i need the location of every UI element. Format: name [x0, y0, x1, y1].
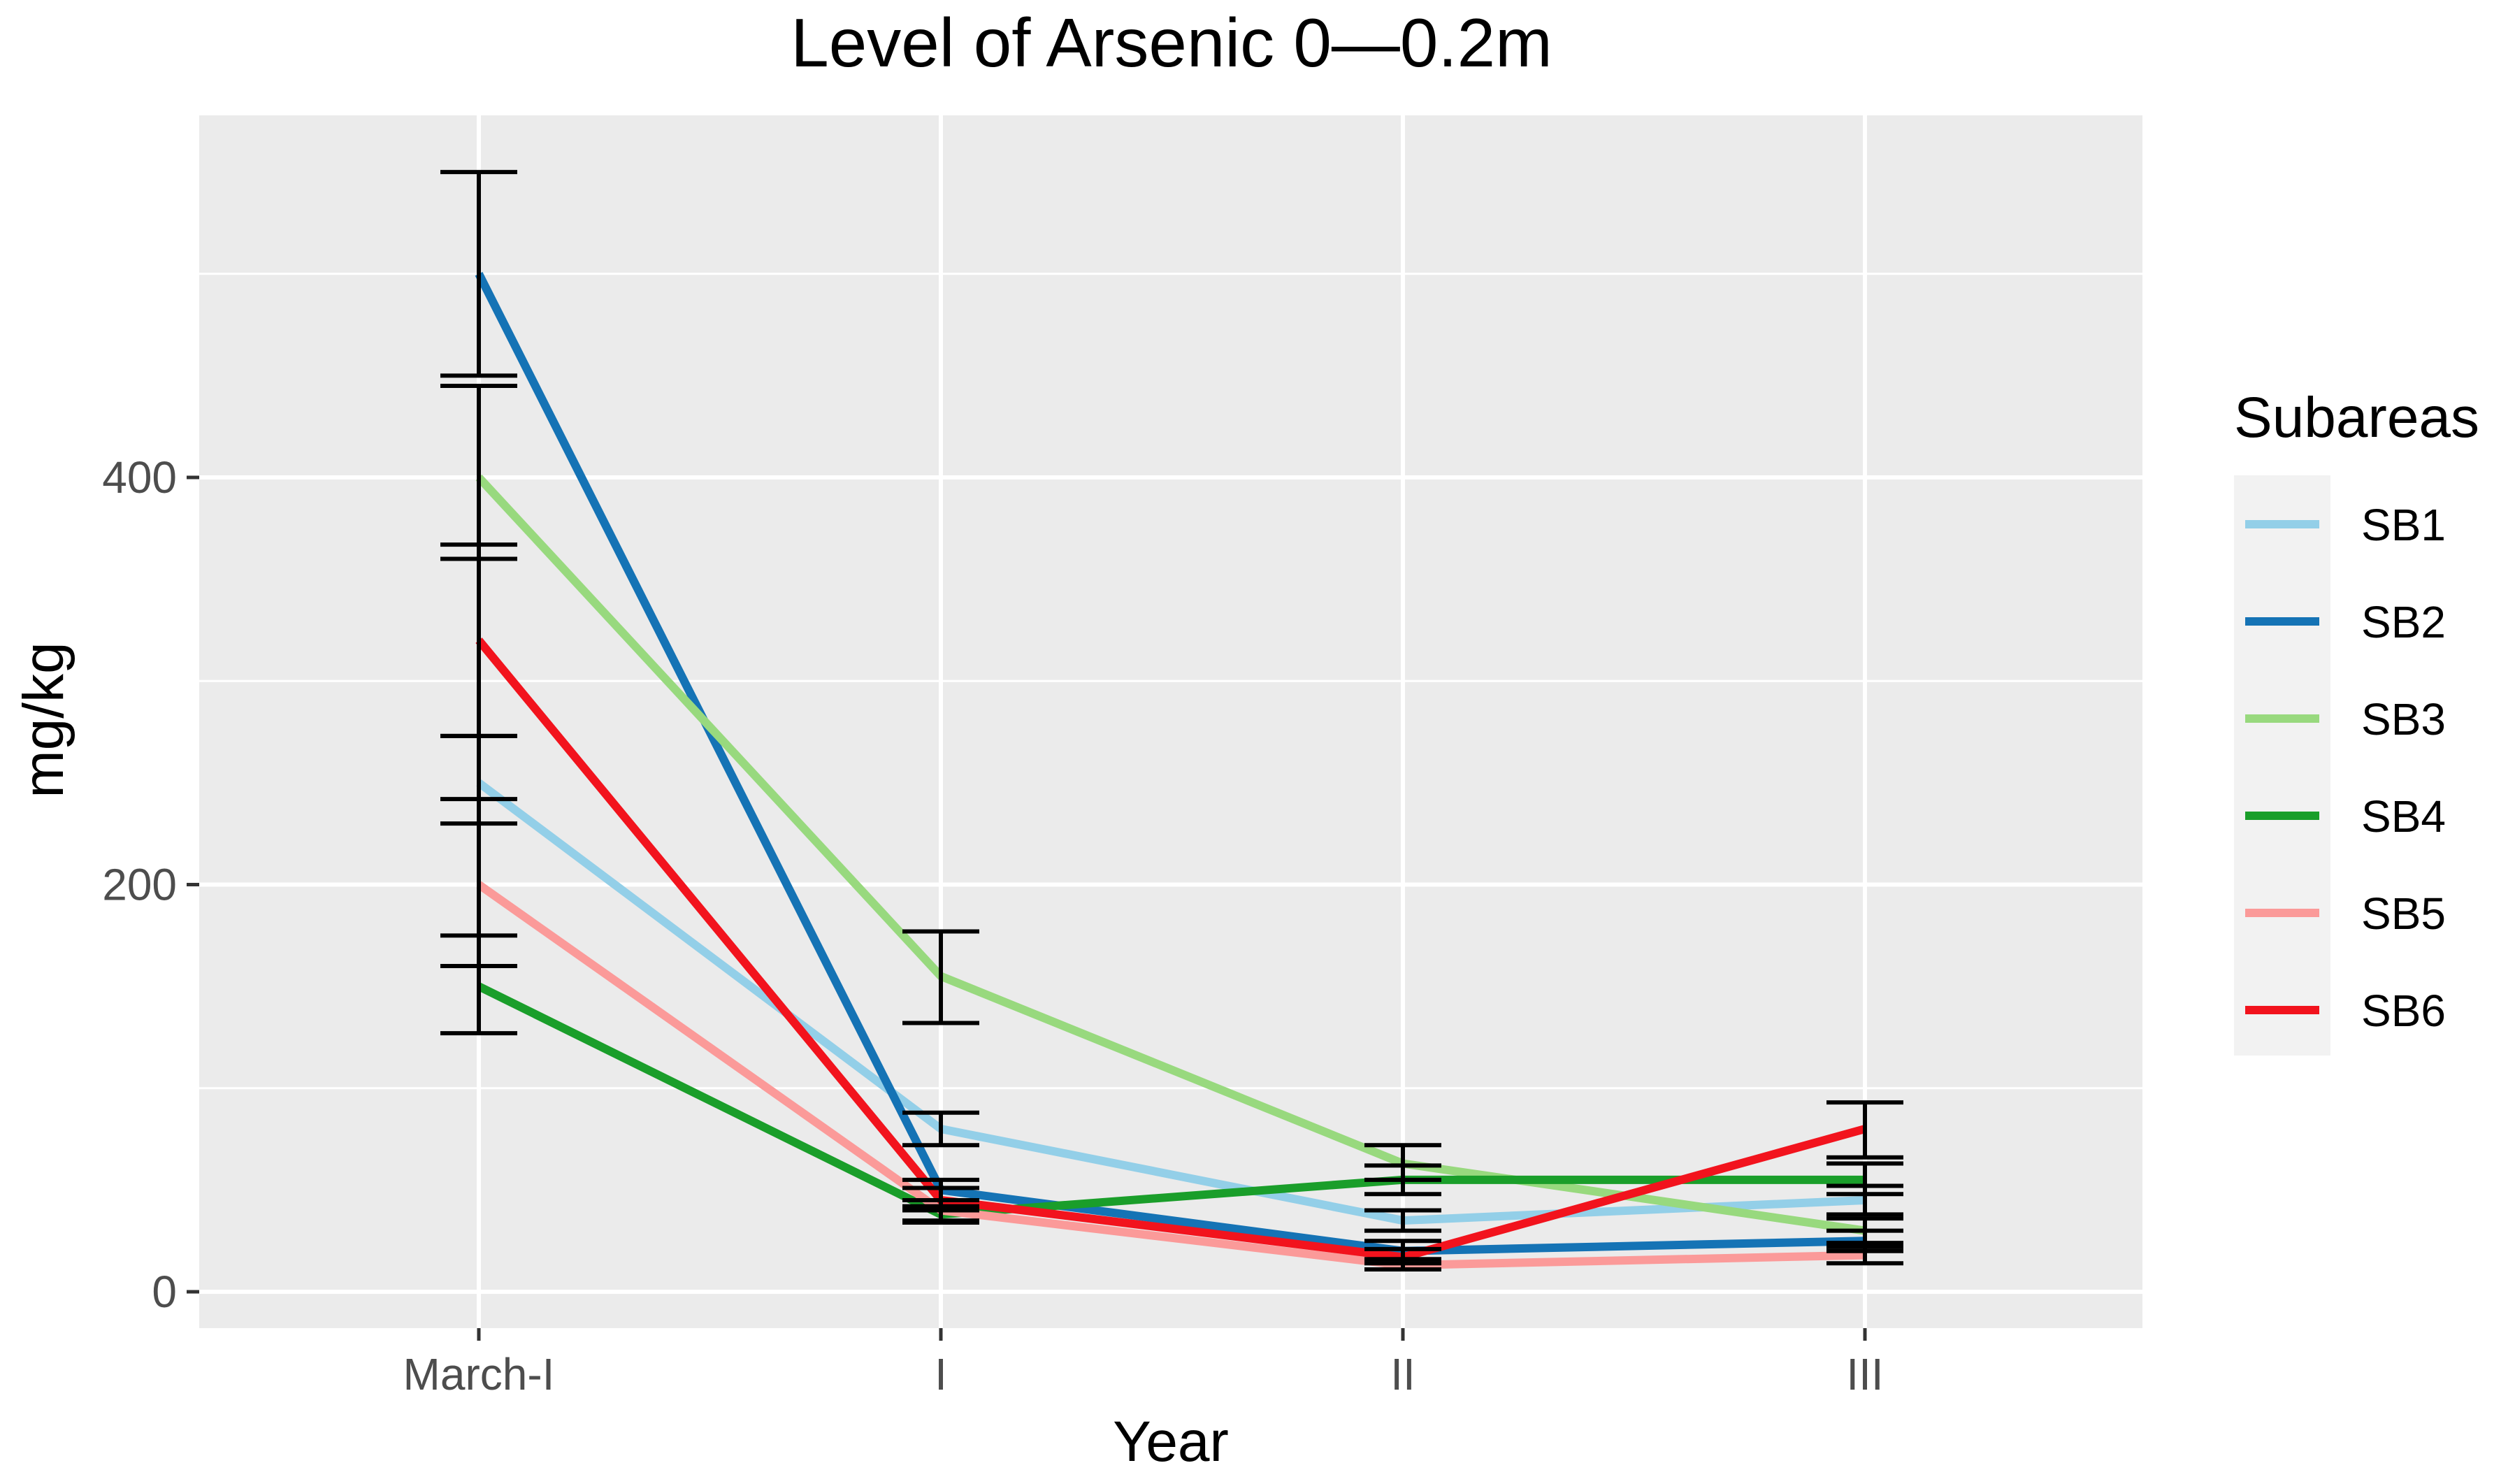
legend-label-sb1: SB1: [2361, 500, 2446, 550]
x-tick-label: III: [1846, 1349, 1883, 1399]
series-lines: [475, 272, 1866, 1270]
y-axis-title: mg/kg: [12, 642, 75, 798]
error-bar-sb6: [440, 542, 517, 738]
x-tick-label: I: [935, 1349, 947, 1399]
plot-panel: [199, 115, 2142, 1328]
error-bar-sb6: [902, 1186, 979, 1213]
error-bar-sb1: [1364, 1208, 1441, 1233]
error-bar-sb3: [902, 929, 979, 1025]
series-line-sb6: [475, 637, 1866, 1262]
legend-label-sb2: SB2: [2361, 597, 2446, 647]
y-tick-label: 400: [102, 452, 177, 503]
error-bar-sb4: [1826, 1161, 1903, 1197]
x-axis-title: Year: [1113, 1410, 1229, 1474]
series-line-sb5: [476, 881, 1866, 1270]
series-line-sb4: [477, 982, 1865, 1219]
y-axis: 0 200 400: [102, 452, 199, 1317]
error-bar-sb5: [1826, 1244, 1903, 1266]
x-tick-label: March-I: [403, 1349, 555, 1399]
error-bar-sb2: [440, 170, 517, 378]
error-bar-sb3: [1826, 1216, 1903, 1246]
error-bar-sb6: [1364, 1246, 1441, 1266]
error-bar-sb5: [440, 797, 517, 968]
x-tick-label: II: [1390, 1349, 1415, 1399]
legend-items: SB1 SB2 SB3 SB4 SB5 SB6: [2245, 500, 2446, 1036]
legend-key-background: [2234, 475, 2330, 1056]
x-axis: March-I I II III: [403, 1328, 1884, 1399]
error-bar-sb6: [1826, 1100, 1903, 1160]
error-bar-sb4: [1364, 1163, 1441, 1197]
legend: Subareas SB1 SB2 SB3 SB4 SB5 SB6: [2234, 386, 2479, 1056]
error-bars: [440, 170, 1903, 1272]
legend-title: Subareas: [2234, 386, 2479, 449]
legend-label-sb3: SB3: [2361, 694, 2446, 744]
grid-minor: [199, 273, 2142, 1090]
legend-label-sb4: SB4: [2361, 791, 2446, 842]
series-line-sb1: [476, 779, 1866, 1225]
y-tick-label: 0: [152, 1267, 177, 1317]
error-bar-sb1: [902, 1110, 979, 1148]
legend-label-sb6: SB6: [2361, 986, 2446, 1036]
chart-title: Level of Arsenic 0—0.2m: [791, 4, 1552, 81]
y-tick-label: 200: [102, 860, 177, 910]
legend-label-sb5: SB5: [2361, 888, 2446, 939]
